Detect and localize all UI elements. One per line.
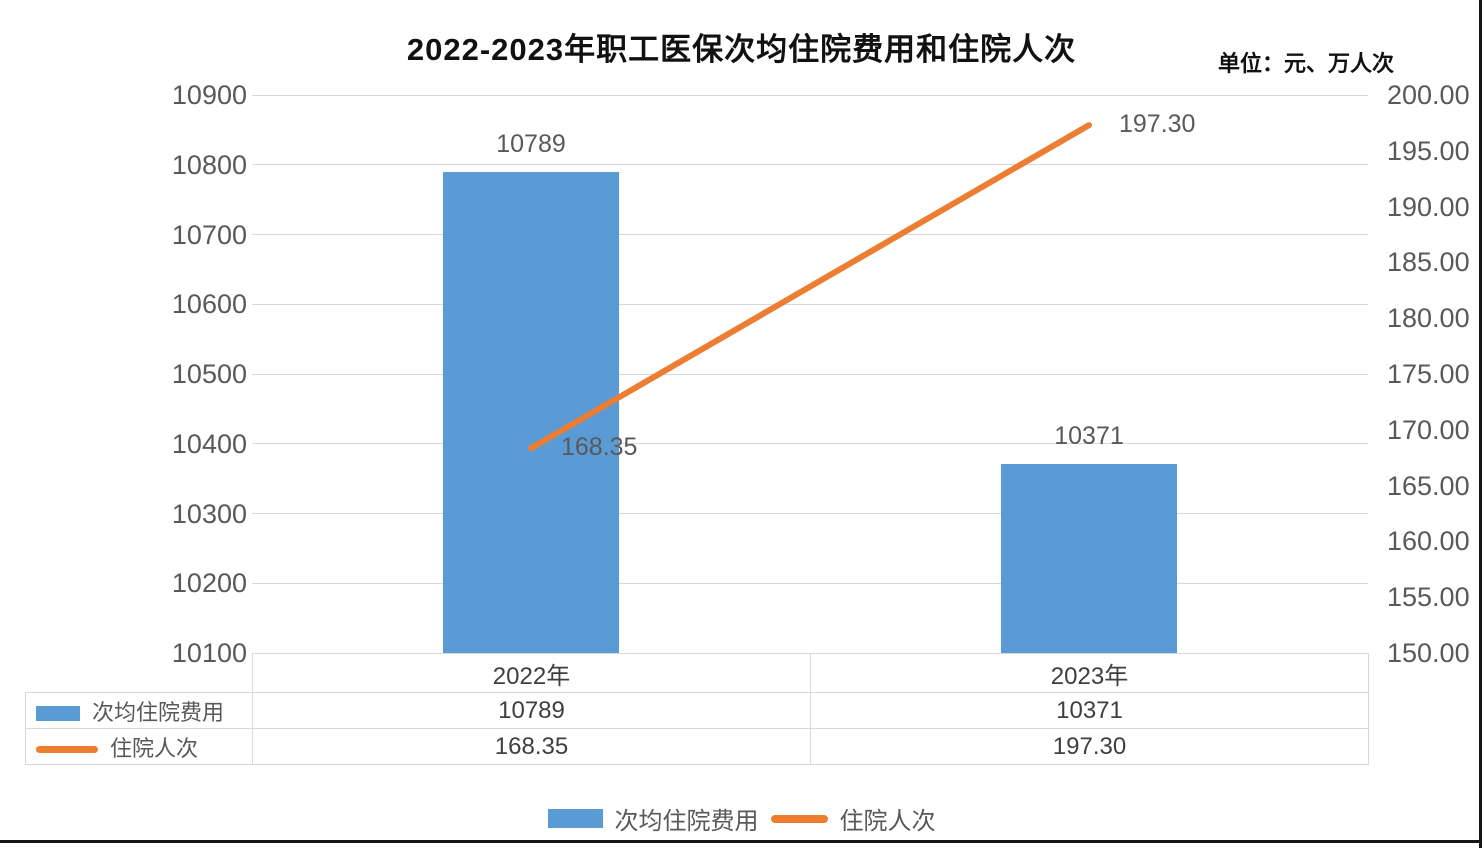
chart-legend: 次均住院费用 住院人次 [0,801,1483,836]
gridline [252,373,1368,375]
y-axis-right-tick-label: 200.00 [1387,80,1470,110]
unit-label: 单位：元、万人次 [1218,51,1395,76]
y-axis-left-tick-label: 10900 [171,80,247,110]
gridline [252,513,1368,514]
page-right-border [1479,0,1482,848]
y-axis-right-tick-label: 160.00 [1387,526,1470,557]
legend-label-line: 住院人次 [839,808,936,835]
table-cell-line-2023: 197.30 [810,728,1369,765]
y-axis-left-tick-label: 10800 [171,149,247,180]
y-axis-right-tick-label: 180.00 [1387,303,1470,334]
line-swatch [36,746,98,754]
y-axis-left-tick-label: 10400 [171,428,247,459]
y-axis-left-tick-label: 10200 [171,568,247,599]
chart-title: 2022-2023年职工医保次均住院费用和住院人次 [406,32,1077,67]
y-axis-right-tick-label: 175.00 [1387,359,1470,389]
line-point-label: 168.35 [561,433,638,462]
gridline [252,164,1368,166]
bar-series-label: 次均住院费用 [92,699,225,725]
gridline [252,94,1368,96]
gridline [252,443,1368,445]
gridline [252,234,1368,235]
y-axis-right-tick-label: 195.00 [1387,135,1470,166]
line-series-label: 住院人次 [110,735,199,761]
table-row-bar-series: 次均住院费用 10789 10371 [25,692,1369,730]
legend-label-bar: 次均住院费用 [614,808,759,835]
y-axis-left-tick-label: 10600 [171,289,247,320]
bar-swatch [547,809,603,828]
bar-value-label: 10789 [496,130,566,159]
table-cell-line-2022: 168.35 [252,728,811,765]
line-point-label: 197.30 [1119,110,1196,139]
gridline [252,652,1368,654]
y-axis-right-tick-label: 170.00 [1387,414,1470,445]
line-swatch [770,814,828,823]
table-row-label-cell: 次均住院费用 [25,692,253,730]
data-table: 2022年 2023年 次均住院费用 10789 10371 住院人次 168.… [25,652,1369,765]
line-series-path [528,122,1092,452]
table-col-header-2023: 2023年 [810,652,1369,694]
bar-swatch [36,706,80,722]
y-axis-right-tick-label: 150.00 [1387,638,1470,668]
y-axis-left-tick-label: 10700 [171,219,247,250]
y-axis-right-tick-label: 190.00 [1387,191,1470,222]
table-cell-bar-2022: 10789 [252,692,811,730]
y-axis-left-tick-label: 10500 [171,359,247,389]
line-series [528,122,1092,452]
table-col-header-2022: 2022年 [252,652,811,694]
table-row-line-series: 住院人次 168.35 197.30 [25,728,1369,765]
page-bottom-border [0,840,1481,843]
bar-value-label: 10371 [1054,421,1124,450]
table-cell-bar-2023: 10371 [810,692,1369,730]
y-axis-left-tick-label: 10300 [171,498,247,529]
y-axis-right-tick-label: 155.00 [1387,582,1470,613]
gridline [252,582,1368,584]
y-axis-left-tick-label: 10100 [171,638,247,668]
gridline [252,303,1368,305]
y-axis-right-tick-label: 185.00 [1387,247,1470,278]
table-row-label-cell: 住院人次 [25,728,253,765]
y-axis-right-tick-label: 165.00 [1387,470,1470,501]
table-row-header: 2022年 2023年 [26,652,1369,694]
bar-2023年 [1001,463,1177,653]
